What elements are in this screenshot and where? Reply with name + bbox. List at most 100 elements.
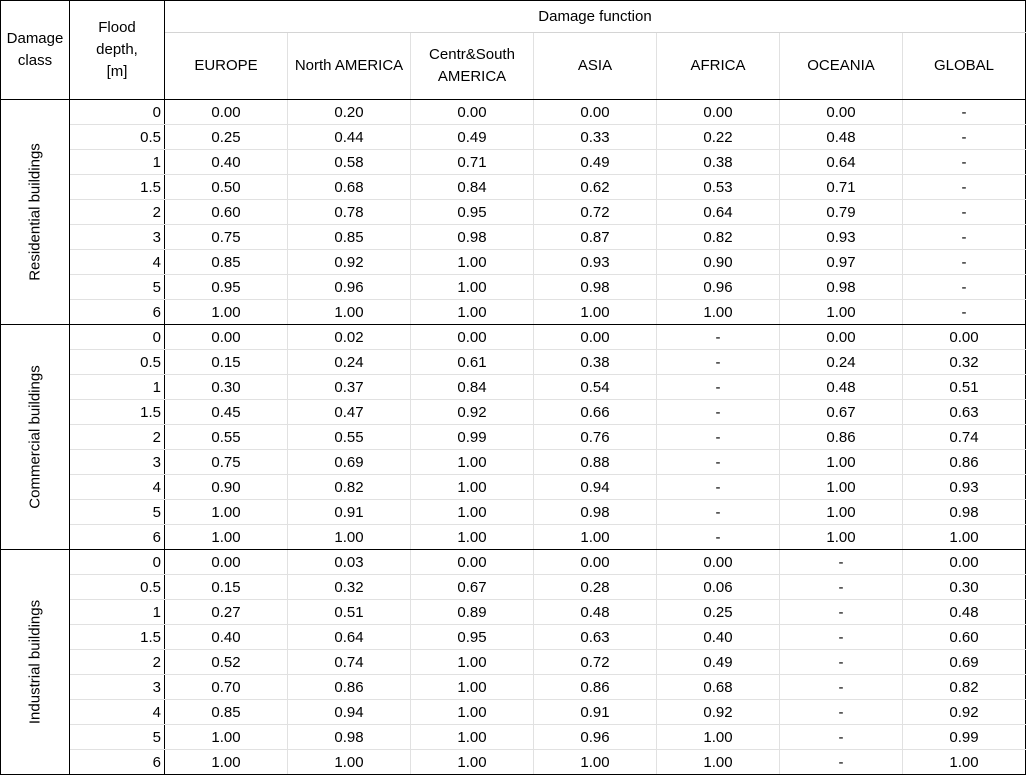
damage-value-cell: 0.27: [164, 599, 288, 625]
damage-value-cell: 1.00: [656, 299, 780, 325]
damage-value-cell: 0.98: [902, 499, 1026, 525]
flood-depth-cell: 2: [69, 424, 165, 450]
damage-value-cell: 0.30: [164, 374, 288, 400]
damage-value-cell: 0.40: [656, 624, 780, 650]
flood-depth-cell: 1.5: [69, 174, 165, 200]
damage-value-cell: 0.85: [164, 699, 288, 725]
flood-depth-cell: 0.5: [69, 574, 165, 600]
damage-value-cell: 0.85: [287, 224, 411, 250]
table-row: 1.5 0.45 0.47 0.92 0.66-0.67 0.63: [1, 399, 1026, 425]
damage-value-cell: 0.70: [164, 674, 288, 700]
damage-value-cell: 0.99: [902, 724, 1026, 750]
damage-value-cell: 0.33: [533, 124, 657, 150]
damage-value-cell: 0.91: [287, 499, 411, 525]
region-header-text: Centr&South: [429, 46, 515, 63]
damage-value-cell: 0.90: [164, 474, 288, 500]
damage-value-cell: 0.96: [533, 724, 657, 750]
damage-value-cell: 0.48: [533, 599, 657, 625]
damage-value-cell: 0.82: [656, 224, 780, 250]
table-row: 0.5 0.15 0.24 0.61 0.38-0.24 0.32: [1, 349, 1026, 375]
damage-value-cell: 0.00: [533, 99, 657, 125]
damage-value-cell: -: [902, 199, 1026, 225]
damage-value-cell: 0.67: [410, 574, 534, 600]
damage-value-cell: 1.00: [410, 524, 534, 550]
damage-value-cell: 1.00: [410, 274, 534, 300]
damage-value-cell: 0.86: [287, 674, 411, 700]
damage-value-cell: 0.24: [287, 349, 411, 375]
damage-value-cell: 0.95: [410, 199, 534, 225]
damage-value-cell: 1.00: [779, 474, 903, 500]
flood-depth-cell: 0: [69, 99, 165, 125]
table-row: 3 0.70 0.86 1.00 0.86 0.68-0.82: [1, 674, 1026, 700]
damage-value-cell: 0.99: [410, 424, 534, 450]
damage-value-cell: 1.00: [656, 724, 780, 750]
flood-depth-cell: 1: [69, 374, 165, 400]
damage-value-cell: 0.48: [902, 599, 1026, 625]
table-row: Commercial buildings 0 0.00 0.02 0.00 0.00-0.…: [0, 324, 1026, 550]
damage-value-cell: 1.00: [287, 749, 411, 775]
damage-value-cell: 0.93: [902, 474, 1026, 500]
damage-class-label: Commercial buildings: [0, 324, 70, 550]
damage-value-cell: 0.51: [287, 599, 411, 625]
damage-value-cell: 0.92: [656, 699, 780, 725]
flood-depth-cell: 6: [69, 749, 165, 775]
damage-class-label-text: Commercial buildings: [26, 365, 44, 509]
damage-value-cell: 0.98: [410, 224, 534, 250]
damage-value-cell: 0.74: [287, 649, 411, 675]
damage-value-cell: 0.58: [287, 149, 411, 175]
damage-value-cell: 1.00: [902, 524, 1026, 550]
damage-value-cell: 0.15: [164, 349, 288, 375]
damage-value-cell: 0.68: [656, 674, 780, 700]
damage-value-cell: 0.94: [533, 474, 657, 500]
flood-depth-cell: 1: [69, 149, 165, 175]
flood-depth-cell: 4: [69, 249, 165, 275]
damage-value-cell: 0.85: [164, 249, 288, 275]
damage-value-cell: -: [779, 624, 903, 650]
table-row: 1.5 0.40 0.64 0.95 0.63 0.40-0.60: [1, 624, 1026, 650]
damage-function-header: Damage function: [164, 0, 1026, 33]
flood-depth-cell: 0: [69, 549, 165, 575]
damage-value-cell: 1.00: [164, 749, 288, 775]
table-row: 6 1.00 1.00 1.00 1.00 1.00-1.00: [1, 749, 1026, 775]
damage-value-cell: 1.00: [656, 749, 780, 775]
damage-value-cell: 0.60: [164, 199, 288, 225]
damage-value-cell: 0.00: [410, 324, 534, 350]
damage-value-cell: 0.32: [902, 349, 1026, 375]
damage-value-cell: 0.15: [164, 574, 288, 600]
region-header-text: AMERICA: [437, 68, 507, 85]
damage-value-cell: 0.50: [164, 174, 288, 200]
damage-value-cell: 0.48: [779, 124, 903, 150]
flood-depth-cell: 3: [69, 674, 165, 700]
damage-value-cell: 0.55: [287, 424, 411, 450]
damage-value-cell: 0.64: [779, 149, 903, 175]
damage-value-cell: 0.24: [779, 349, 903, 375]
damage-value-cell: 0.87: [533, 224, 657, 250]
damage-value-cell: 0.67: [779, 399, 903, 425]
damage-value-cell: 0.75: [164, 224, 288, 250]
table-body: Residential buildings 0 0.00 0.20 0.00 0.00 0.…: [0, 99, 1026, 775]
damage-value-cell: 0.00: [533, 324, 657, 350]
damage-value-cell: 0.62: [533, 174, 657, 200]
damage-value-cell: 0.88: [533, 449, 657, 475]
damage-value-cell: 0.91: [533, 699, 657, 725]
damage-value-cell: 0.63: [533, 624, 657, 650]
damage-value-cell: 0.00: [902, 549, 1026, 575]
flood-depth-cell: 1.5: [69, 399, 165, 425]
damage-value-cell: 0.71: [410, 149, 534, 175]
damage-value-cell: 0.96: [656, 274, 780, 300]
damage-value-cell: -: [902, 249, 1026, 275]
table-row: 1 0.30 0.37 0.84 0.54-0.48 0.51: [1, 374, 1026, 400]
damage-value-cell: 0.63: [902, 399, 1026, 425]
table-row: 2 0.55 0.55 0.99 0.76-0.86 0.74: [1, 424, 1026, 450]
damage-value-cell: 0.25: [656, 599, 780, 625]
damage-value-cell: 0.84: [410, 374, 534, 400]
table-row: 1 0.40 0.58 0.71 0.49 0.38 0.64-: [1, 149, 1026, 175]
damage-value-cell: 0.69: [902, 649, 1026, 675]
region-header-text: OCEANIA: [807, 57, 875, 74]
damage-value-cell: 1.00: [164, 299, 288, 325]
table-row: 3 0.75 0.69 1.00 0.88-1.00 0.86: [1, 449, 1026, 475]
damage-value-cell: 0.38: [656, 149, 780, 175]
damage-value-cell: -: [656, 449, 780, 475]
table-row: 0.5 0.15 0.32 0.67 0.28 0.06-0.30: [1, 574, 1026, 600]
